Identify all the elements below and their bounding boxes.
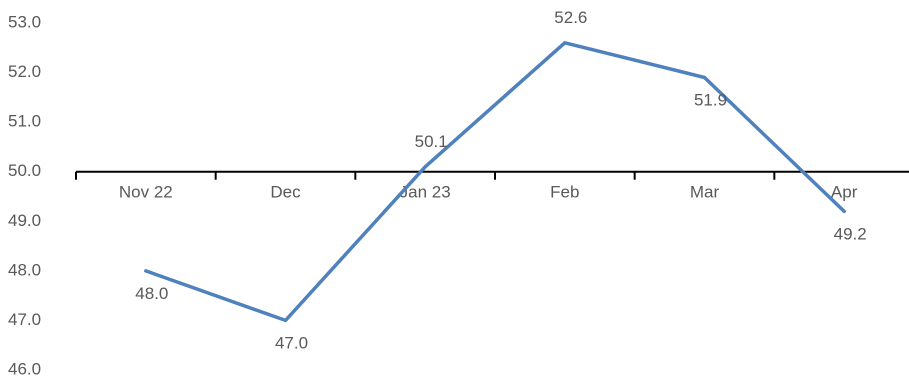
data-label: 51.9 bbox=[694, 91, 727, 110]
x-category-label: Nov 22 bbox=[119, 183, 173, 202]
y-axis-tick-labels: 53.0 52.0 51.0 50.0 49.0 48.0 47.0 46.0 bbox=[8, 12, 41, 378]
y-tick-label: 53.0 bbox=[8, 12, 41, 31]
y-tick-label: 49.0 bbox=[8, 211, 41, 230]
y-tick-label: 51.0 bbox=[8, 112, 41, 131]
x-axis-category-labels: Nov 22 Dec Jan 23 Feb Mar Apr bbox=[119, 183, 858, 202]
series-line bbox=[144, 41, 846, 323]
x-category-label: Dec bbox=[270, 183, 301, 202]
x-category-label: Jan 23 bbox=[400, 183, 451, 202]
y-tick-label: 46.0 bbox=[8, 359, 41, 378]
y-tick-label: 50.0 bbox=[8, 161, 41, 180]
y-tick-label: 48.0 bbox=[8, 260, 41, 279]
data-label: 47.0 bbox=[275, 333, 308, 352]
y-tick-label: 47.0 bbox=[8, 310, 41, 329]
data-label: 48.0 bbox=[135, 284, 168, 303]
data-label: 52.6 bbox=[554, 8, 587, 27]
x-category-label: Feb bbox=[550, 183, 579, 202]
data-label: 50.1 bbox=[415, 132, 448, 151]
data-label: 49.2 bbox=[834, 224, 867, 243]
series-group bbox=[144, 41, 846, 323]
y-tick-label: 52.0 bbox=[8, 62, 41, 81]
x-axis bbox=[75, 170, 909, 180]
x-category-label: Apr bbox=[831, 183, 858, 202]
x-category-label: Mar bbox=[690, 183, 720, 202]
data-labels: 48.0 47.0 50.1 52.6 51.9 49.2 bbox=[135, 8, 866, 353]
